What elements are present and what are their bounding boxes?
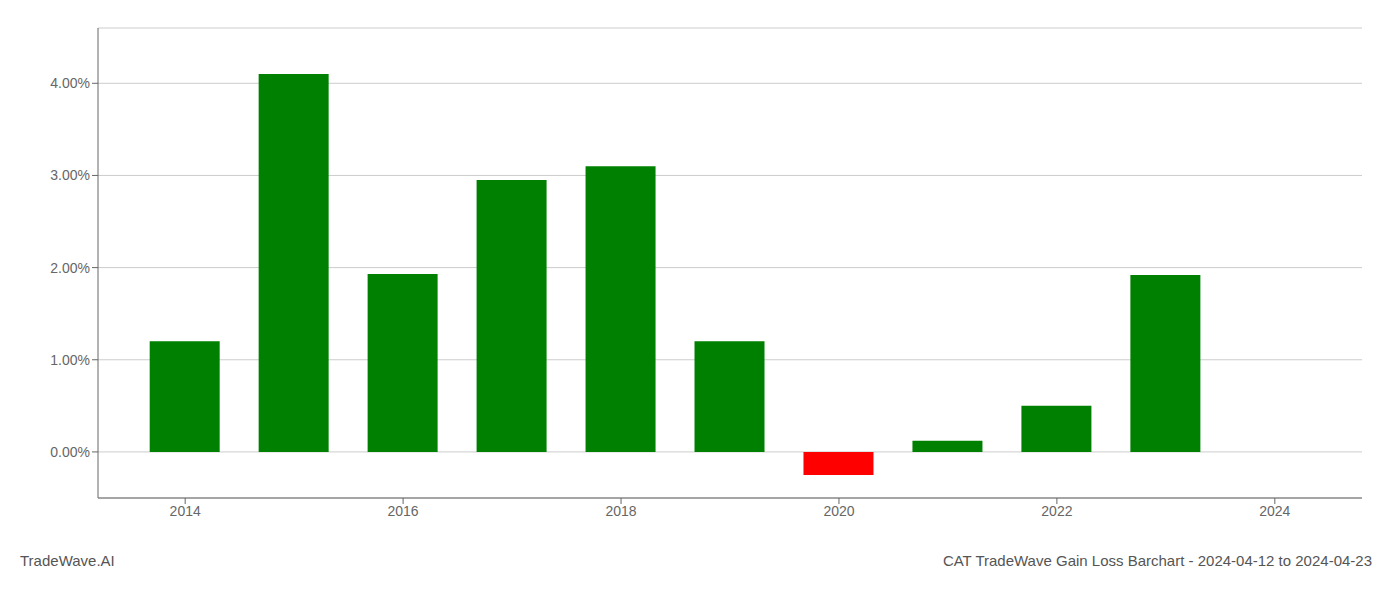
svg-text:2022: 2022: [1041, 503, 1072, 519]
svg-text:2024: 2024: [1259, 503, 1290, 519]
svg-text:3.00%: 3.00%: [50, 167, 90, 183]
svg-text:2016: 2016: [388, 503, 419, 519]
svg-text:1.00%: 1.00%: [50, 352, 90, 368]
svg-text:2014: 2014: [170, 503, 201, 519]
svg-text:2018: 2018: [605, 503, 636, 519]
svg-text:2020: 2020: [823, 503, 854, 519]
html-text:TradeWave.AI: TradeWave.AI: [20, 552, 115, 569]
svg-text:4.00%: 4.00%: [50, 75, 90, 91]
html-text:CAT TradeWave Gain Loss Barcha: CAT TradeWave Gain Loss Barchart - 2024-…: [942, 552, 1372, 569]
svg-text:2.00%: 2.00%: [50, 260, 90, 276]
svg-text:0.00%: 0.00%: [50, 444, 90, 460]
